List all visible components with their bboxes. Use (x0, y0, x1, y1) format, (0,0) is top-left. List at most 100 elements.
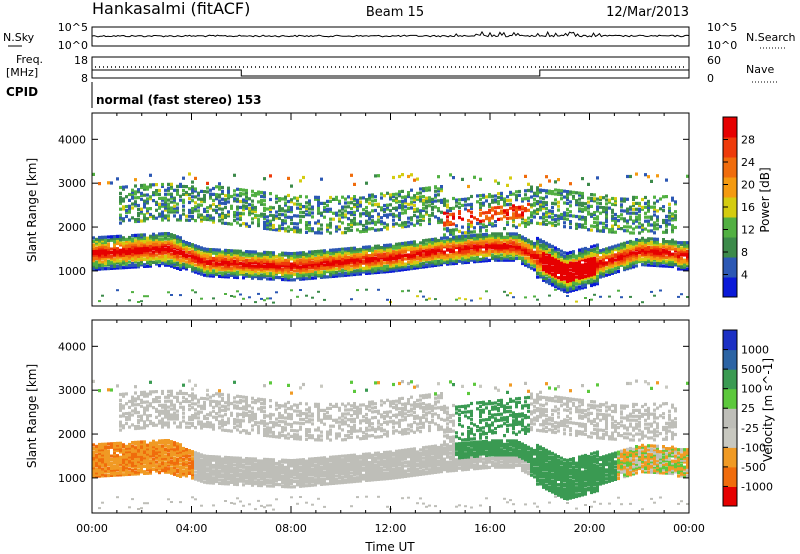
power-cell (635, 207, 638, 211)
power-cell (284, 197, 287, 201)
power-cell (656, 250, 659, 254)
power-cell (158, 202, 161, 206)
power-cell (614, 222, 617, 226)
power-cell (266, 225, 269, 229)
power-cell (284, 271, 287, 275)
power-cell (179, 239, 182, 243)
power-cell (545, 276, 548, 280)
power-cell (347, 255, 350, 260)
power-cell (566, 193, 569, 198)
power-cell (608, 228, 611, 232)
power-cell (506, 294, 509, 297)
power-cell (629, 231, 632, 235)
power-cell (206, 265, 209, 269)
power-cell (293, 265, 296, 270)
power-cell (458, 229, 461, 233)
power-cell (416, 243, 419, 247)
power-cell (413, 243, 416, 247)
power-cell (434, 241, 437, 245)
power-cell (419, 248, 422, 252)
power-cell (656, 257, 659, 261)
power-cell (455, 245, 458, 250)
power-cell (584, 280, 587, 284)
power-cell (287, 229, 290, 233)
power-cell (569, 214, 572, 218)
power-cell (530, 257, 533, 262)
power-cell (482, 195, 485, 199)
power-cell (197, 209, 200, 213)
power-cell (245, 204, 248, 208)
power-cell (128, 235, 131, 240)
power-cell (113, 249, 116, 253)
power-cell (116, 255, 119, 260)
power-cell (464, 245, 467, 249)
power-cell (215, 253, 218, 257)
power-cell (365, 257, 368, 261)
power-cell (356, 200, 359, 204)
power-cell (404, 250, 407, 254)
power-cell (143, 236, 146, 240)
power-cell (590, 196, 593, 201)
power-cell (554, 265, 557, 269)
velocity-cell (107, 458, 110, 462)
power-cell (299, 220, 302, 224)
power-cell (377, 253, 380, 257)
power-cell (218, 267, 221, 271)
power-cell (482, 203, 485, 207)
power-cell (587, 281, 590, 285)
power-cell (350, 252, 353, 256)
power-cell (467, 209, 470, 213)
power-cell (395, 269, 398, 273)
power-cell (338, 269, 341, 273)
power-cell (566, 211, 569, 215)
power-cell (479, 257, 482, 261)
power-cell (95, 248, 98, 252)
power-cell (446, 239, 449, 243)
power-cell (338, 247, 341, 252)
power-cell (233, 261, 236, 265)
power-cell (437, 249, 440, 253)
power-cell (422, 249, 425, 253)
power-cell (527, 249, 530, 253)
power-cell (494, 198, 497, 202)
power-cell (539, 222, 542, 226)
power-cell (404, 221, 407, 225)
freq-tick-bottom: 8 (81, 72, 88, 85)
power-cell (473, 216, 476, 220)
power-cell (572, 267, 575, 271)
power-cell (98, 264, 101, 268)
power-cell (281, 269, 284, 273)
power-cell (515, 211, 518, 216)
power-cell (668, 243, 671, 247)
power-colorbar-swatch (723, 237, 737, 258)
power-cell (506, 216, 509, 220)
power-cell (383, 209, 386, 214)
power-cell (413, 261, 416, 265)
power-cell (674, 258, 677, 262)
power-cell (641, 205, 644, 209)
power-cell (518, 256, 521, 260)
power-cell (236, 256, 239, 260)
power-y-tick-label: 2000 (58, 221, 86, 234)
power-cell (575, 275, 578, 279)
power-cell (434, 262, 437, 266)
power-cell (338, 256, 341, 260)
power-cell (290, 253, 293, 257)
power-cell (152, 239, 155, 243)
power-cell (311, 207, 314, 211)
power-cell (296, 198, 299, 202)
power-cell (620, 244, 623, 248)
power-cell (350, 207, 353, 211)
power-cell (230, 252, 233, 256)
power-cell (188, 259, 191, 263)
power-cell (311, 276, 314, 280)
power-cell (311, 273, 314, 277)
power-cell (254, 250, 257, 254)
power-cell (287, 262, 290, 266)
power-cell (512, 258, 515, 262)
power-cell (662, 260, 665, 264)
power-cell (428, 252, 431, 256)
power-cell (140, 254, 143, 258)
power-cell (347, 248, 350, 253)
